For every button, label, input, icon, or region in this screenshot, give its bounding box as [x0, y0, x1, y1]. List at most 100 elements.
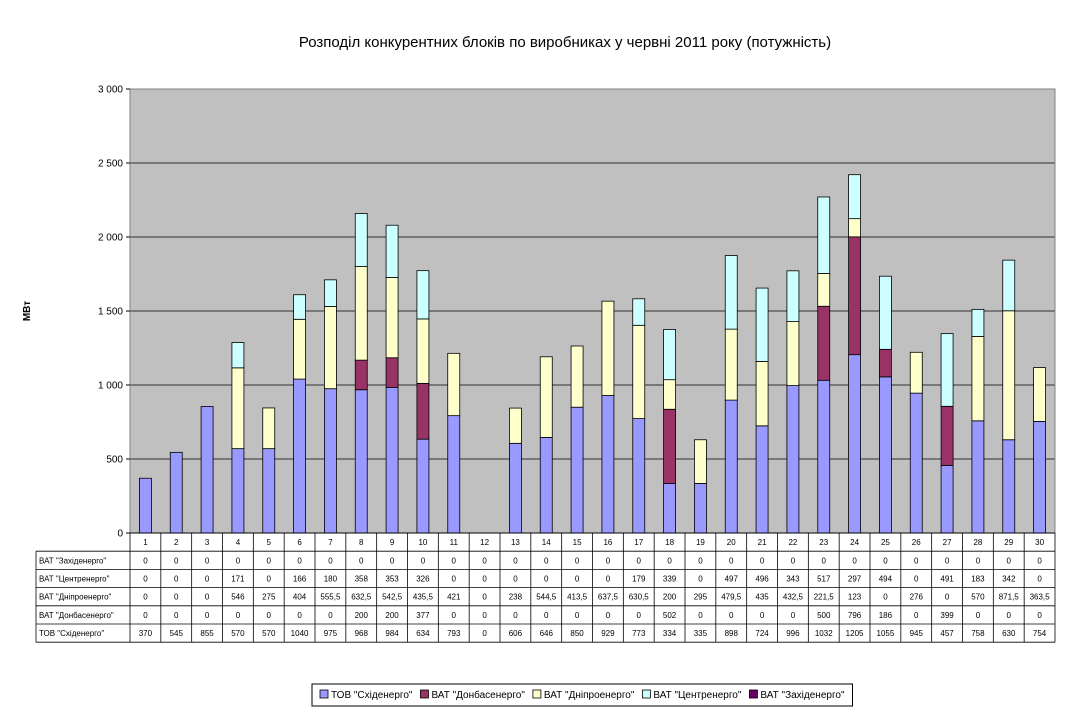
bar-segment	[324, 306, 337, 390]
bar-segment	[755, 361, 769, 427]
legend-label: ВАТ "Донбасенерго"	[431, 689, 525, 701]
bar-segment	[724, 328, 738, 401]
bar-segment	[724, 255, 738, 330]
bar-segment	[354, 266, 368, 361]
table-cell: 0	[606, 575, 611, 584]
bar-segment	[663, 329, 676, 381]
bar-segment	[786, 321, 800, 386]
bar-segment	[879, 275, 892, 350]
bar-segment	[416, 382, 430, 440]
bar-segment	[724, 399, 738, 534]
table-cell: 0	[267, 575, 272, 584]
y-axis-ticks: 0 500 1 000 1 500 2 000 2 500 3 000	[98, 85, 130, 540]
table-cell: 334	[663, 629, 677, 638]
table-cell: 0	[1007, 611, 1012, 620]
bar-segment	[786, 270, 800, 322]
table-cell: 0	[791, 611, 796, 620]
bar-segment	[539, 436, 553, 534]
table-cell: 363,5	[1030, 593, 1051, 602]
table-cell: 0	[359, 556, 364, 565]
table-cell: 793	[447, 629, 461, 638]
table-cell: 500	[817, 611, 831, 620]
bar-segment	[354, 389, 368, 534]
bar-segment	[200, 406, 214, 534]
bar-segment	[848, 174, 861, 220]
table-cell: 183	[971, 575, 985, 584]
bar-segment	[324, 388, 337, 534]
bar-segment	[231, 367, 245, 450]
table-row-label: ВАТ "Західенерго"	[39, 556, 106, 565]
table-cell: 0	[883, 593, 888, 602]
bar-segment	[509, 442, 522, 534]
table-cell: 0	[729, 556, 734, 565]
table-cell: 542,5	[382, 593, 403, 602]
bar-segment	[755, 287, 769, 362]
table-cell: 494	[879, 575, 893, 584]
table-row-label: ВАТ "Дніпроенерго"	[39, 593, 112, 602]
table-cell: 634	[416, 629, 430, 638]
table-cell: 871,5	[999, 593, 1020, 602]
table-cell: 0	[143, 575, 148, 584]
table-cell: 0	[452, 611, 457, 620]
table-cell: 0	[267, 611, 272, 620]
table-cell: 0	[729, 611, 734, 620]
legend-label: ВАТ "Центренерго"	[653, 690, 741, 701]
bar-segment	[632, 418, 646, 534]
bar-segment	[694, 439, 707, 484]
table-cell: 0	[513, 556, 518, 565]
table-cell: 353	[385, 575, 399, 584]
table-cell: 606	[509, 629, 523, 638]
table-cell: 343	[786, 575, 800, 584]
table-cell: 496	[755, 575, 769, 584]
bar-segment	[848, 218, 861, 238]
table-cell: 1205	[846, 629, 864, 638]
category-label: 5	[267, 538, 272, 547]
table-cell: 0	[698, 556, 703, 565]
bar-segment	[879, 348, 892, 378]
bar-segment	[385, 277, 399, 359]
legend-swatch	[532, 689, 542, 699]
table-cell: 0	[452, 575, 457, 584]
bar-segment	[385, 357, 399, 388]
bar-segment	[447, 352, 461, 417]
table-cell: 339	[663, 575, 677, 584]
bar-segment	[817, 379, 831, 534]
table-cell: 0	[421, 556, 426, 565]
bar-segment	[909, 392, 923, 534]
category-label: 19	[696, 538, 705, 547]
bar-segment	[1002, 310, 1016, 441]
table-cell: 404	[293, 593, 307, 602]
table-cell: 0	[236, 556, 241, 565]
table-cell: 646	[540, 629, 554, 638]
table-cell: 570	[262, 629, 276, 638]
table-row-label: ТОВ "Східенерго"	[39, 629, 104, 638]
bar-segment	[324, 279, 337, 307]
table-cell: 200	[385, 611, 399, 620]
table-cell: 0	[452, 556, 457, 565]
table-cell: 186	[879, 611, 893, 620]
category-label: 2	[174, 538, 179, 547]
table-cell: 0	[174, 575, 179, 584]
bars	[139, 174, 1046, 534]
table-cell: 0	[1037, 556, 1042, 565]
category-label: 13	[511, 538, 520, 547]
table-cell: 421	[447, 593, 461, 602]
category-label: 11	[450, 538, 459, 547]
table-cell: 275	[262, 593, 276, 602]
table-cell: 0	[297, 611, 302, 620]
y-tick-label: 1 500	[98, 307, 123, 318]
table-cell: 399	[940, 611, 954, 620]
bar-segment	[416, 438, 430, 534]
bar-segment	[879, 376, 892, 534]
table-cell: 544,5	[536, 593, 557, 602]
table-cell: 1040	[291, 629, 309, 638]
table-cell: 335	[694, 629, 708, 638]
table-cell: 0	[205, 611, 210, 620]
table-cell: 0	[698, 575, 703, 584]
table-cell: 929	[601, 629, 615, 638]
y-tick-label: 2 000	[98, 233, 123, 244]
bar-segment	[139, 477, 152, 534]
bar-segment	[416, 318, 430, 384]
table-cell: 0	[606, 611, 611, 620]
table-cell: 0	[205, 556, 210, 565]
